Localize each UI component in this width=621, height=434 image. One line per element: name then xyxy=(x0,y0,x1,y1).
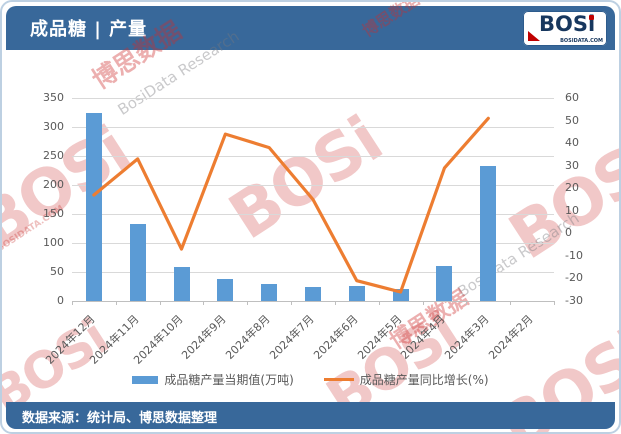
right-axis-tick-label: 60 xyxy=(565,91,579,104)
right-axis-tick-label: -10 xyxy=(565,248,583,262)
x-axis-tick xyxy=(510,301,512,305)
bar xyxy=(217,278,234,301)
right-axis-tick-label: 50 xyxy=(565,113,579,127)
right-axis-tick-label: 0 xyxy=(565,226,572,240)
legend-item-bar-series: 成品糖产量当期值(万吨) xyxy=(132,371,294,388)
logo-triangle-icon xyxy=(528,31,540,41)
x-axis-tick xyxy=(554,301,555,305)
left-axis-tick-label: 300 xyxy=(43,120,64,133)
left-axis-tick-label: 350 xyxy=(43,91,64,104)
x-axis-tick xyxy=(466,301,468,305)
bar-series-swatch-icon xyxy=(132,375,159,384)
left-axis-tick-label: 50 xyxy=(50,265,64,278)
bar xyxy=(392,289,409,301)
bar xyxy=(348,285,365,301)
x-axis-tick xyxy=(378,301,380,305)
left-axis-tick-label: 250 xyxy=(43,149,64,162)
bar xyxy=(173,266,190,301)
right-axis-tick-label: -30 xyxy=(565,294,583,307)
left-axis-tick-label: 100 xyxy=(43,236,64,249)
x-axis-tick xyxy=(247,301,249,305)
bar xyxy=(261,283,278,301)
logo-dot-icon xyxy=(589,15,594,20)
x-axis-tick xyxy=(422,301,424,305)
x-axis-tick xyxy=(203,301,205,305)
right-axis-tick-label: -20 xyxy=(565,271,583,285)
gridline xyxy=(72,156,554,157)
data-source-note: 数据来源：统计局、博思数据整理 xyxy=(22,411,218,426)
legend-item-line-series: 成品糖产量同比增长(%) xyxy=(323,371,489,388)
right-axis-tick-label: 20 xyxy=(565,181,579,195)
gridline xyxy=(72,243,554,244)
chart-legend: 成品糖产量当期值(万吨) 成品糖产量同比增长(%) xyxy=(2,371,619,388)
right-axis-tick-label: 10 xyxy=(565,203,579,217)
x-axis-tick xyxy=(334,301,336,305)
gridline xyxy=(72,127,554,128)
x-axis-tick xyxy=(291,301,293,305)
gridline xyxy=(72,272,554,273)
gridline xyxy=(72,98,554,99)
left-axis-tick-label: 150 xyxy=(43,207,64,220)
bar xyxy=(436,266,453,301)
gridline xyxy=(72,214,554,215)
line-series-swatch-icon xyxy=(323,378,354,381)
left-axis-tick-label: 200 xyxy=(43,178,64,191)
bar xyxy=(305,286,321,301)
x-axis-tick xyxy=(72,301,73,305)
bosi-logo: BOSi BOSIDATA.COM xyxy=(523,11,607,46)
bar xyxy=(480,166,497,301)
logo-text: BOSi xyxy=(539,12,596,36)
legend-label: 成品糖产量当期值(万吨) xyxy=(164,373,294,387)
bar xyxy=(85,112,102,301)
gridline xyxy=(72,185,554,186)
footer-bar: 数据来源：统计局、博思数据整理 xyxy=(6,402,615,429)
x-axis-tick xyxy=(115,301,117,305)
x-axis-tick xyxy=(159,301,161,305)
header-bar: 成品糖 | 产量 BOSi BOSIDATA.COM xyxy=(6,6,615,50)
page-title: 成品糖 | 产量 xyxy=(30,19,148,40)
bar xyxy=(129,224,146,301)
left-axis-tick-label: 0 xyxy=(57,294,64,307)
growth-line-series xyxy=(92,116,490,294)
right-axis-tick-label: 40 xyxy=(565,136,579,150)
gridline xyxy=(72,301,554,302)
logo-subtext: BOSIDATA.COM xyxy=(560,38,603,44)
legend-label: 成品糖产量同比增长(%) xyxy=(359,373,489,387)
right-axis-tick-label: 30 xyxy=(565,158,579,172)
